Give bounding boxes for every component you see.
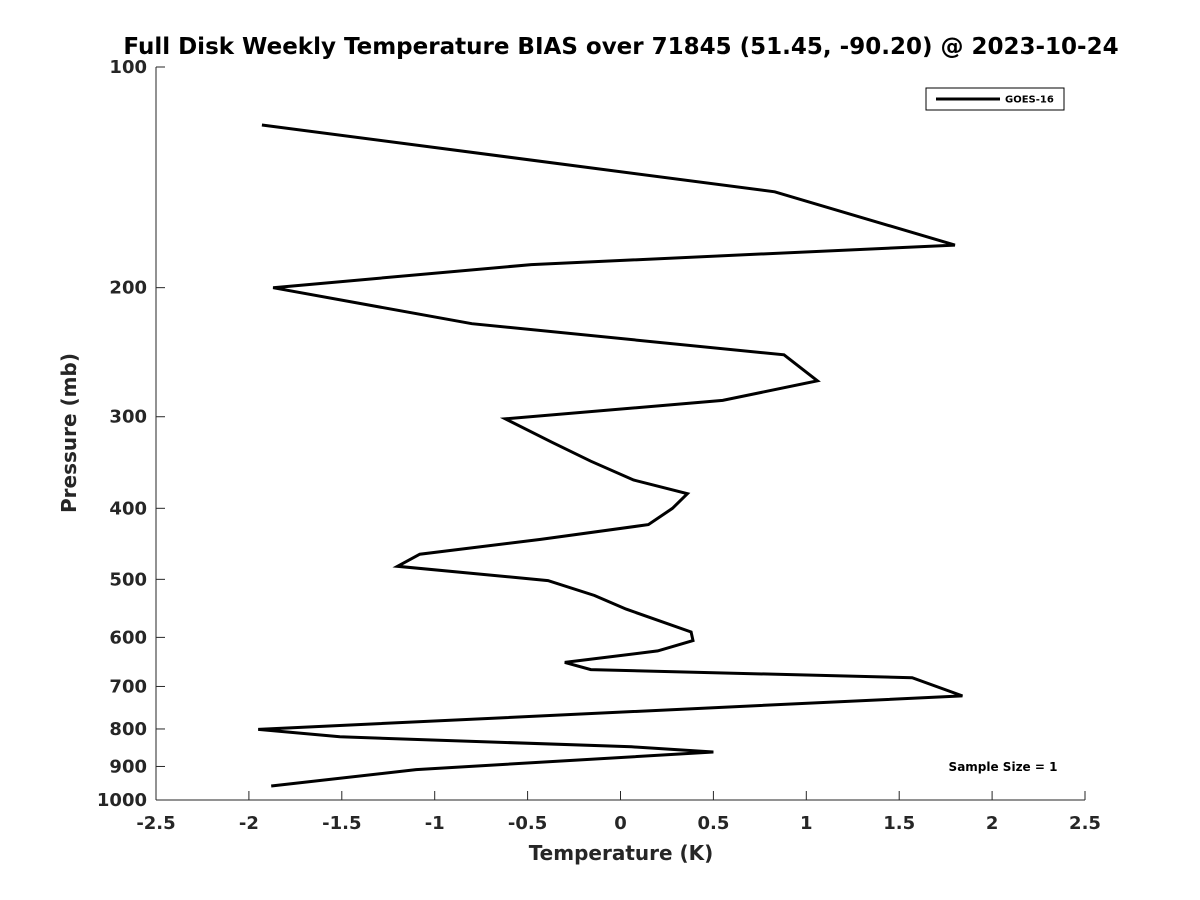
x-tick-label: 1 [800, 813, 813, 834]
y-tick-label: 700 [109, 676, 147, 697]
x-tick-label: -1 [425, 813, 445, 834]
legend-label-goes-16: GOES-16 [1005, 95, 1054, 106]
x-tick-label: 1.5 [883, 813, 915, 834]
x-tick-label: -2.5 [136, 813, 175, 834]
x-tick-label: 0 [614, 813, 627, 834]
x-axis-ticks: -2.5 -2 -1.5 -1 -0.5 0 0.5 1 1.5 2 2.5 [136, 791, 1101, 834]
x-tick-label: 2 [986, 813, 999, 834]
y-axis-label: Pressure (mb) [57, 353, 81, 513]
series-line-goes-16 [258, 123, 963, 788]
y-tick-label: 300 [109, 407, 147, 428]
y-tick-label: 1000 [97, 790, 147, 811]
y-axis-ticks: 100 200 300 400 500 600 700 800 900 1000 [97, 57, 165, 811]
y-tick-label: 800 [109, 719, 147, 740]
series-layer [258, 123, 963, 788]
y-tick-label: 600 [109, 627, 147, 648]
x-tick-label: -0.5 [508, 813, 547, 834]
y-tick-label: 200 [109, 278, 147, 299]
y-tick-label: 400 [109, 498, 147, 519]
y-tick-label: 900 [109, 756, 147, 777]
x-tick-label: 0.5 [697, 813, 729, 834]
chart-title: Full Disk Weekly Temperature BIAS over 7… [123, 34, 1118, 60]
sample-size-annotation: Sample Size = 1 [949, 760, 1058, 774]
x-tick-label: 2.5 [1069, 813, 1101, 834]
x-tick-label: -1.5 [322, 813, 361, 834]
y-tick-label: 500 [109, 569, 147, 590]
legend: GOES-16 [925, 87, 1065, 111]
x-tick-label: -2 [239, 813, 259, 834]
x-axis-label: Temperature (K) [529, 841, 714, 865]
y-tick-label: 100 [109, 57, 147, 78]
